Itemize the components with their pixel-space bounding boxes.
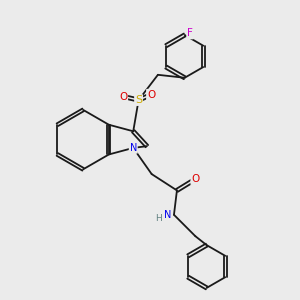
Text: N: N xyxy=(130,143,137,153)
Text: N: N xyxy=(164,210,171,220)
Text: F: F xyxy=(187,28,193,38)
Text: S: S xyxy=(135,95,142,105)
Text: H: H xyxy=(155,214,162,223)
Text: O: O xyxy=(119,92,127,101)
Text: O: O xyxy=(191,174,200,184)
Text: O: O xyxy=(147,90,155,100)
